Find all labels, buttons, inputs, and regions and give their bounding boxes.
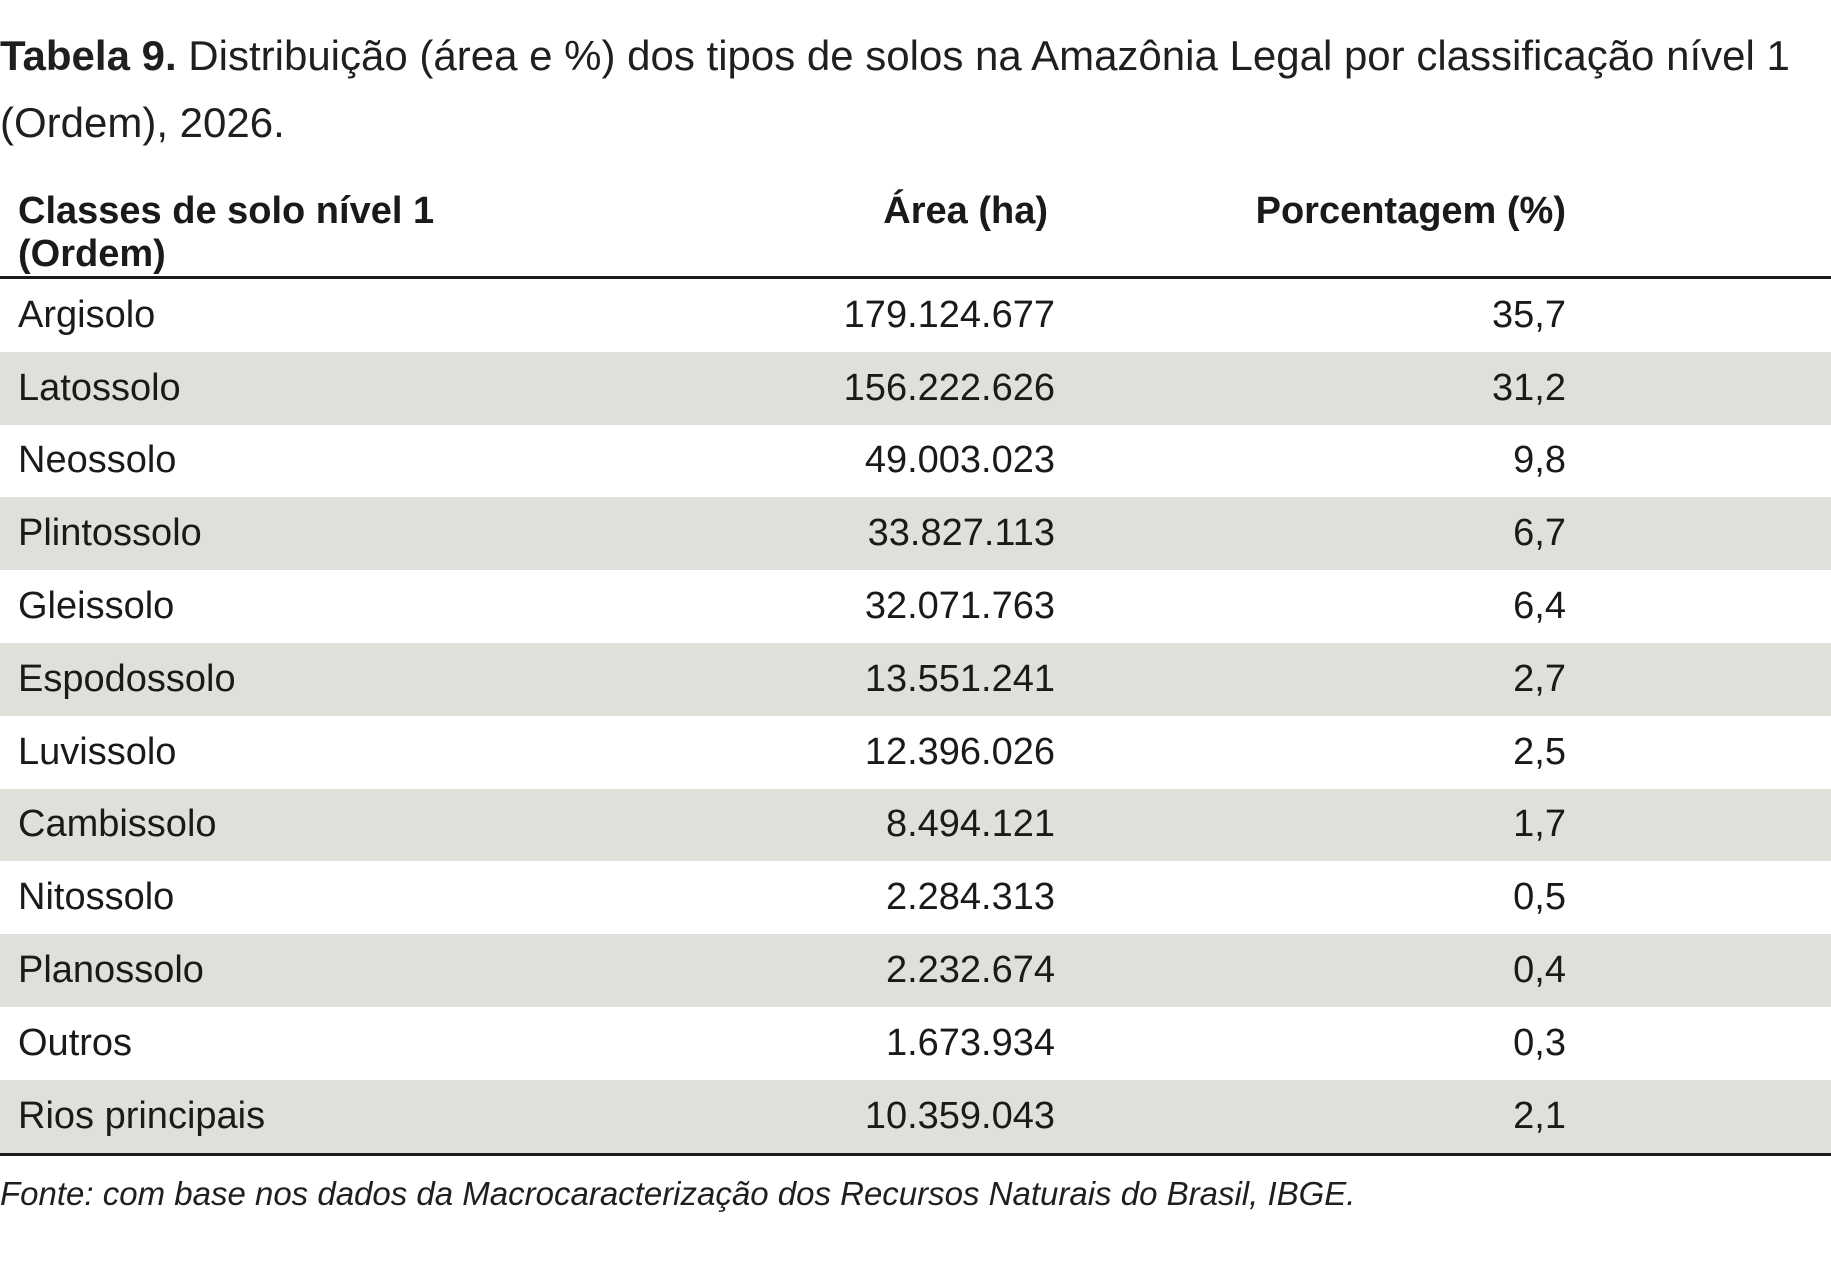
cell-soil-class: Rios principais [0,1079,520,1156]
cell-percentage: 2,7 [1055,642,1566,716]
cell-spacer [1566,425,1831,498]
cell-percentage: 35,7 [1492,293,1566,336]
cell-spacer [1566,351,1831,425]
cell-soil-class: Argisolo [18,293,156,336]
cell-soil-class: Luvissolo [18,730,177,773]
cell-percentage: 2,1 [1055,1079,1566,1156]
cell-soil-class: Neossolo [18,439,177,482]
cell-percentage: 6,7 [1055,497,1566,571]
table-row: Cambissolo 8.494.121 1,7 [0,788,1831,862]
cell-percentage: 6,4 [1513,585,1566,628]
cell-spacer [1566,1079,1831,1156]
cell-percentage: 2,5 [1513,730,1566,773]
table-row: Plintossolo 33.827.113 6,7 [0,497,1831,571]
table-row: Argisolo 179.124.677 35,7 [0,278,1831,352]
cell-area: 13.551.241 [520,642,1055,716]
cell-spacer [1566,788,1831,862]
cell-area: 1.673.934 [885,1021,1055,1064]
table-body: Argisolo 179.124.677 35,7 Latossolo 156.222.… [0,278,1831,1156]
cell-percentage: 0,3 [1513,1021,1566,1064]
cell-area: 2.232.674 [520,934,1055,1007]
cell-soil-class: Outros [18,1021,133,1064]
cell-area: 49.003.023 [864,439,1055,482]
cell-percentage: 0,5 [1513,876,1566,919]
cell-percentage: 1,7 [1055,788,1566,862]
table-row: Planossolo 2.232.674 0,4 [0,934,1831,1007]
cell-area: 2.284.313 [885,876,1055,919]
cell-soil-class: Cambissolo [0,788,520,862]
cell-area: 156.222.626 [520,351,1055,425]
header-percentage: Porcentagem (%) [1055,190,1566,279]
header-row: Classes de solo nível 1 (Ordem) Área (ha… [0,190,1831,279]
table-caption: Tabela 9. Distribuição (área e %) dos ti… [0,22,1800,156]
cell-spacer [1566,716,1831,789]
table-row: Neossolo 49.003.023 9,8 [0,425,1831,498]
cell-spacer [1566,861,1831,934]
table-caption-label: Tabela 9. [0,32,177,79]
cell-spacer [1566,497,1831,571]
cell-soil-class: Plintossolo [0,497,520,571]
cell-soil-class: Nitossolo [18,876,175,919]
table-row: Luvissolo 12.396.026 2,5 [0,716,1831,789]
cell-spacer [1566,642,1831,716]
cell-soil-class: Latossolo [0,351,520,425]
header-spacer [1566,190,1831,279]
cell-soil-class: Planossolo [0,934,520,1007]
cell-percentage: 9,8 [1513,439,1566,482]
soil-table: Classes de solo nível 1 (Ordem) Área (ha… [0,190,1831,1156]
table-row: Gleissolo 32.071.763 6,4 [0,570,1831,643]
source-note: Fonte: com base nos dados da Macrocaract… [0,1175,1356,1212]
header-area: Área (ha) [520,190,1055,279]
table-caption-text: Distribuição (área e %) dos tipos de sol… [0,32,1790,146]
cell-spacer [1566,1007,1831,1080]
cell-spacer [1566,934,1831,1007]
table-header: Classes de solo nível 1 (Ordem) Área (ha… [0,190,1831,279]
cell-spacer [1566,278,1831,352]
cell-soil-class: Gleissolo [18,585,175,628]
table-row: Outros 1.673.934 0,3 [0,1007,1831,1080]
header-soil-class: Classes de solo nível 1 (Ordem) [0,190,520,279]
cell-percentage: 0,4 [1055,934,1566,1007]
cell-area: 179.124.677 [843,293,1055,336]
table-row: Rios principais 10.359.043 2,1 [0,1079,1831,1156]
table-row: Espodossolo 13.551.241 2,7 [0,642,1831,716]
cell-area: 33.827.113 [520,497,1055,571]
table-row: Nitossolo 2.284.313 0,5 [0,861,1831,934]
cell-soil-class: Espodossolo [0,642,520,716]
cell-percentage: 31,2 [1055,351,1566,425]
soil-table-container: Classes de solo nível 1 (Ordem) Área (ha… [0,190,1831,1156]
cell-spacer [1566,570,1831,643]
table-row: Latossolo 156.222.626 31,2 [0,351,1831,425]
cell-area: 10.359.043 [520,1079,1055,1156]
cell-area: 32.071.763 [864,585,1055,628]
cell-area: 8.494.121 [520,788,1055,862]
cell-area: 12.396.026 [864,730,1055,773]
